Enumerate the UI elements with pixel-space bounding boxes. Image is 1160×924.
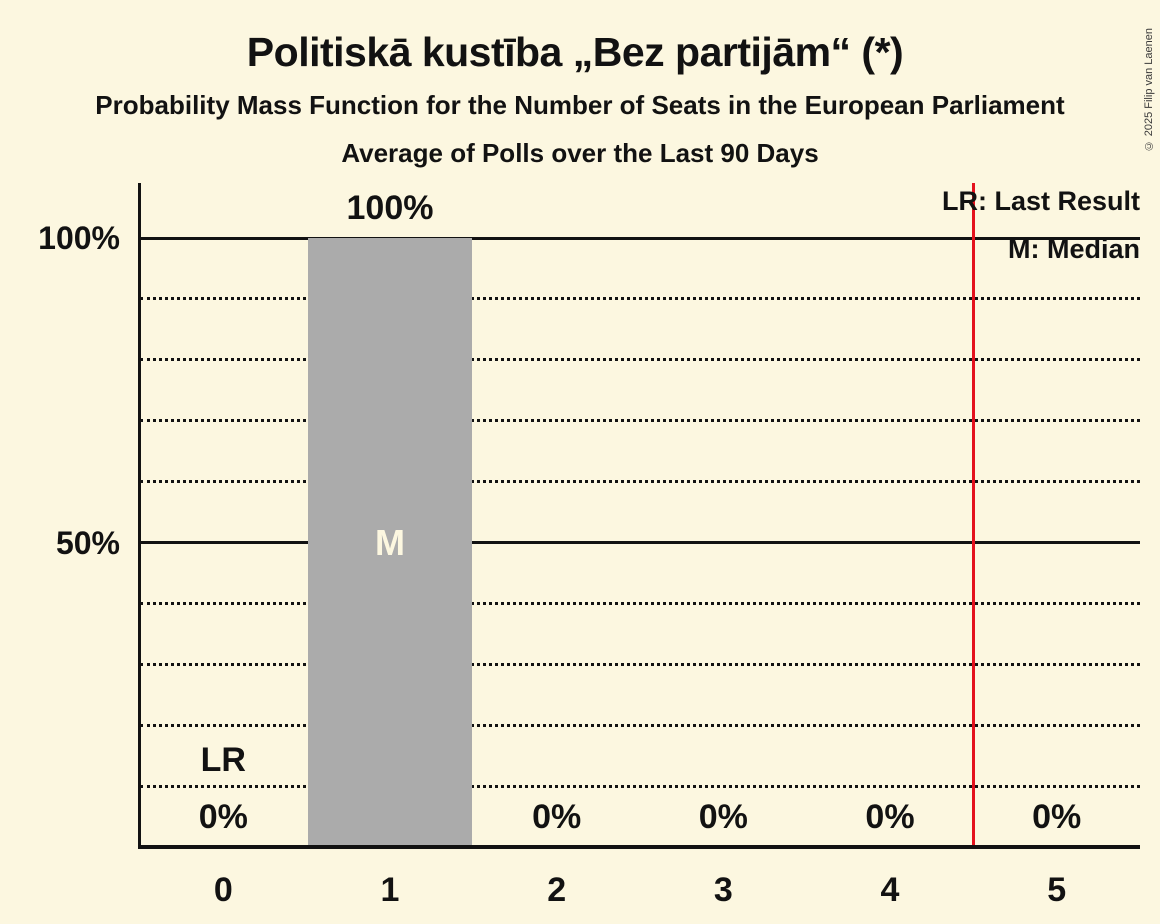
median-marker: M <box>374 521 405 563</box>
gridline-dotted-90pct <box>140 297 1140 301</box>
value-label-seats-5: 0% <box>1032 798 1082 836</box>
x-axis-line <box>138 845 1140 849</box>
value-label-seats-0: 0% <box>198 798 248 836</box>
x-tick-seats-1: 1 <box>380 871 400 909</box>
value-label-seats-2: 0% <box>532 798 582 836</box>
copyright-notice: © 2025 Filip van Laenen <box>1139 4 1159 176</box>
gridline-dotted-60pct <box>140 480 1140 484</box>
legend-last-result: LR: Last Result <box>941 186 1140 216</box>
y-tick-50pct: 50% <box>55 524 120 561</box>
x-tick-seats-0: 0 <box>213 871 233 909</box>
bar-seats-1 <box>308 238 472 845</box>
chart-subtitle-2: Average of Polls over the Last 90 Days <box>341 138 819 168</box>
gridline-solid-50pct <box>140 541 1140 544</box>
gridline-dotted-80pct <box>140 358 1140 362</box>
y-tick-100pct: 100% <box>38 220 120 256</box>
gridline-dotted-30pct <box>140 662 1140 666</box>
copyright-text: © 2025 Filip van Laenen <box>1143 28 1155 152</box>
y-axis-line <box>138 183 141 849</box>
last-result-line <box>971 183 975 847</box>
gridline-dotted-70pct <box>140 419 1140 423</box>
x-tick-seats-5: 5 <box>1047 871 1067 909</box>
gridline-solid-100pct <box>140 236 1140 240</box>
chart-subtitle: Probability Mass Function for the Number… <box>95 90 1065 120</box>
last-result-marker: LR <box>200 741 246 779</box>
value-label-seats-1: 100% <box>346 189 434 227</box>
value-label-seats-3: 0% <box>698 798 748 836</box>
gridline-dotted-40pct <box>140 601 1140 605</box>
legend-median: M: Median <box>1008 234 1140 264</box>
chart-title: Politiskā kustība „Bez partijām“ (*) <box>246 29 904 75</box>
value-label-seats-4: 0% <box>865 798 915 836</box>
x-tick-seats-4: 4 <box>880 871 900 909</box>
gridline-dotted-20pct <box>140 723 1140 727</box>
x-tick-seats-2: 2 <box>547 871 567 909</box>
gridline-dotted-10pct <box>140 784 1140 788</box>
x-tick-seats-3: 3 <box>713 871 733 909</box>
